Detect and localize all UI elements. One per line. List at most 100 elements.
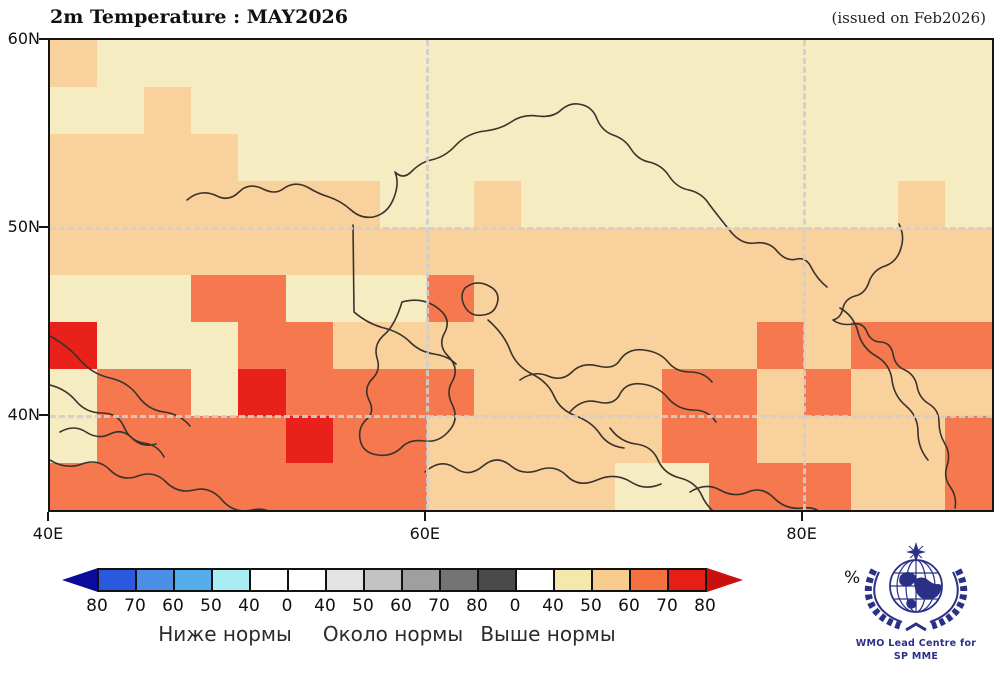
probability-cell	[568, 275, 616, 323]
probability-cell	[50, 134, 98, 182]
wmo-logo-text-line2: SP MME	[893, 651, 939, 662]
probability-cell	[379, 134, 428, 182]
probability-cell	[97, 322, 145, 370]
probability-cell	[944, 87, 992, 135]
tercile-category-label: Около нормы	[322, 622, 464, 646]
latitude-gridline	[50, 227, 992, 230]
colorbar-segment	[439, 568, 479, 592]
probability-cell	[426, 40, 475, 88]
probability-cell	[944, 369, 992, 417]
probability-cell	[709, 181, 758, 229]
probability-cell	[850, 463, 899, 510]
x-axis-label: 60E	[409, 524, 441, 543]
probability-cell	[756, 181, 805, 229]
colorbar-tick-label: 50	[580, 596, 602, 616]
wmo-logo: WMO Lead Centre for SP MME	[852, 542, 980, 662]
colorbar-tick-label: 80	[86, 596, 108, 616]
probability-cell	[379, 275, 428, 323]
colorbar-tick-label: 60	[618, 596, 640, 616]
probability-cell	[332, 134, 381, 182]
probability-cell	[97, 228, 145, 276]
probability-cell	[285, 134, 334, 182]
probability-cell	[144, 322, 192, 370]
probability-cell	[332, 40, 381, 88]
issued-date-label: (issued on Feb2026)	[831, 9, 986, 27]
probability-cell	[426, 87, 475, 135]
probability-cell	[50, 416, 98, 464]
probability-cell	[944, 322, 992, 370]
y-axis-tick	[39, 414, 48, 416]
probability-cell	[50, 228, 98, 276]
probability-cell	[426, 369, 475, 417]
probability-cell	[850, 181, 899, 229]
probability-cell	[756, 322, 805, 370]
probability-cell	[97, 134, 145, 182]
probability-cell	[238, 228, 287, 276]
probability-cell	[662, 87, 710, 135]
probability-cell	[426, 275, 475, 323]
colorbar-tick-label: 40	[314, 596, 336, 616]
probability-cell	[332, 228, 381, 276]
probability-cell	[521, 322, 569, 370]
probability-cell	[285, 416, 334, 464]
probability-cell	[709, 416, 758, 464]
x-axis-tick	[423, 512, 426, 521]
probability-cell	[709, 463, 758, 510]
probability-cell	[897, 463, 946, 510]
probability-cell	[50, 463, 98, 510]
probability-cell	[97, 463, 145, 510]
probability-cell	[709, 40, 758, 88]
probability-cell	[756, 87, 805, 135]
x-axis-tick	[47, 512, 49, 521]
probability-cell	[191, 275, 239, 323]
probability-cell	[97, 275, 145, 323]
probability-cell	[944, 40, 992, 88]
probability-cell	[50, 275, 98, 323]
probability-cell	[50, 40, 98, 88]
probability-cell	[568, 181, 616, 229]
probability-cell	[332, 87, 381, 135]
colorbar-left-arrow	[62, 568, 98, 592]
latlon-gridlines	[50, 40, 992, 510]
probability-cell	[521, 181, 569, 229]
y-axis-label: 40N	[7, 405, 40, 424]
probability-cell	[615, 228, 663, 276]
colorbar-segment	[325, 568, 365, 592]
probability-cell	[97, 40, 145, 88]
probability-cell	[238, 134, 287, 182]
probability-cell	[662, 416, 710, 464]
probability-cell	[379, 87, 428, 135]
probability-cell	[709, 228, 758, 276]
probability-cell-layer	[50, 40, 992, 510]
probability-cell	[521, 134, 569, 182]
probability-cell	[191, 322, 239, 370]
colorbar-tick-label: 50	[352, 596, 374, 616]
probability-cell	[615, 40, 663, 88]
probability-cell	[144, 228, 192, 276]
probability-cell	[426, 322, 475, 370]
colorbar-segment	[135, 568, 175, 592]
border-iran-north	[50, 459, 268, 510]
probability-cell	[944, 275, 992, 323]
probability-cell	[379, 369, 428, 417]
probability-cell	[756, 275, 805, 323]
probability-cell	[897, 87, 946, 135]
probability-cell	[568, 228, 616, 276]
probability-cell	[850, 275, 899, 323]
wmo-logo-text-line1: WMO Lead Centre for	[855, 638, 977, 649]
probability-cell	[803, 369, 852, 417]
colorbar-tick-label: 70	[428, 596, 450, 616]
colorbar-tick-label: 60	[390, 596, 412, 616]
x-axis-label: 40E	[32, 524, 64, 543]
probability-cell	[473, 181, 522, 229]
colorbar-segment	[173, 568, 213, 592]
probability-cell	[285, 463, 334, 510]
probability-cell	[379, 463, 428, 510]
caspian-sea-outline	[358, 299, 456, 457]
longitude-gridline	[802, 40, 806, 510]
colorbar-segment	[363, 568, 403, 592]
probability-cell	[897, 322, 946, 370]
colorbar-segment	[591, 568, 631, 592]
probability-cell	[238, 322, 287, 370]
probability-cell	[944, 463, 992, 510]
